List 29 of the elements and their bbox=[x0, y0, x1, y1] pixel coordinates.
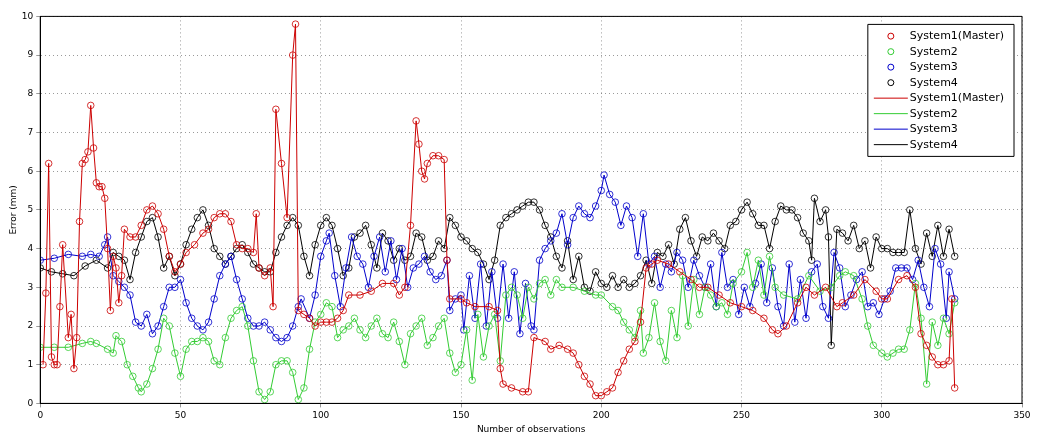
y-tick-label: 10 bbox=[21, 10, 34, 21]
y-tick-label: 7 bbox=[27, 126, 34, 137]
y-tick-label: 6 bbox=[27, 165, 34, 176]
legend-label: System4 bbox=[909, 137, 958, 151]
text: System1(Master) bbox=[909, 91, 1005, 105]
text: System4 bbox=[909, 75, 958, 89]
x-tick-label: 300 bbox=[873, 410, 891, 421]
y-axis-title: Error (mm) bbox=[7, 185, 18, 235]
y-tick-label: 1 bbox=[27, 359, 34, 370]
x-tick-label: 200 bbox=[592, 410, 611, 421]
text: System3 bbox=[909, 60, 958, 74]
legend-label: System3 bbox=[909, 122, 958, 136]
x-tick-label: 150 bbox=[452, 410, 470, 421]
x-tick-label: 50 bbox=[174, 410, 187, 421]
x-axis-title: Number of observations bbox=[476, 423, 586, 434]
y-tick-label: 2 bbox=[27, 320, 34, 331]
y-tick-label: 0 bbox=[27, 397, 34, 408]
x-tick-label: 0 bbox=[37, 410, 44, 421]
x-tick-label: 100 bbox=[312, 410, 330, 421]
y-tick-label: 8 bbox=[27, 88, 34, 99]
legend-label: System2 bbox=[909, 106, 958, 120]
x-tick-label: 250 bbox=[732, 410, 751, 421]
text: System2 bbox=[909, 44, 958, 58]
y-tick-label: 3 bbox=[27, 281, 34, 292]
legend-label: System1(Master) bbox=[909, 29, 1005, 43]
y-tick-label: 5 bbox=[27, 204, 34, 215]
x-tick-label: 350 bbox=[1013, 410, 1031, 421]
y-tick-label: 9 bbox=[27, 49, 34, 60]
y-tick-label: 4 bbox=[27, 242, 34, 253]
